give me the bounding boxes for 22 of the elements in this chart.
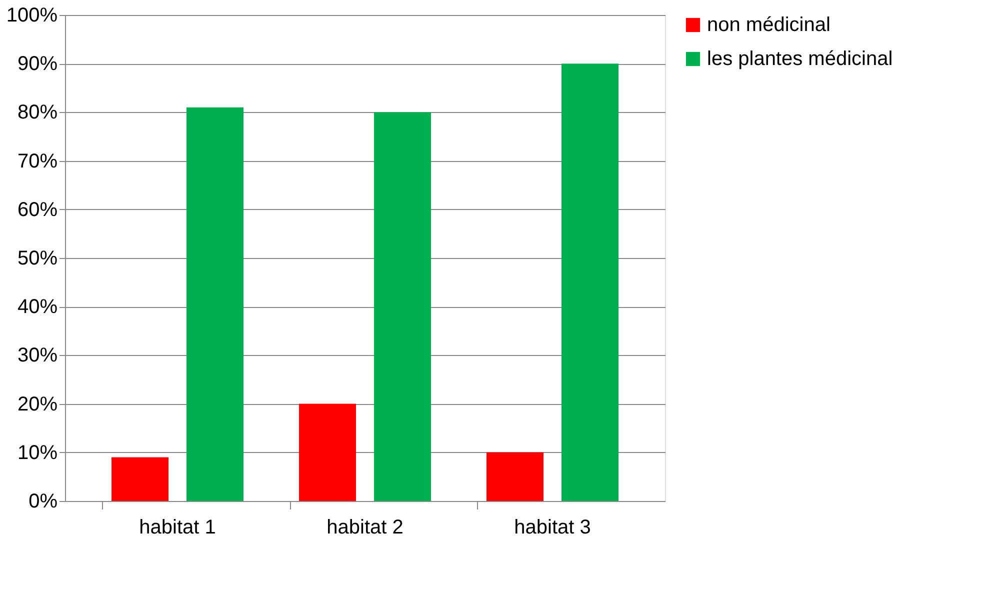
y-tick-label: 30% xyxy=(17,344,58,367)
bar xyxy=(374,112,431,501)
bar xyxy=(562,64,618,501)
y-tick-label: 90% xyxy=(17,53,58,76)
y-tick-label: 40% xyxy=(17,296,58,318)
y-tick-label: 0% xyxy=(28,490,58,512)
y-tick-label: 60% xyxy=(17,198,58,221)
legend-label: les plantes médicinal xyxy=(707,48,893,70)
y-tick-label: 80% xyxy=(17,102,58,124)
y-tick-label: 20% xyxy=(17,393,58,416)
x-tick-label: habitat 2 xyxy=(326,516,404,538)
bar xyxy=(486,452,544,501)
bar xyxy=(112,457,168,501)
y-tick-label: 100% xyxy=(6,4,58,26)
y-tick-label: 70% xyxy=(17,150,58,172)
bar xyxy=(299,404,356,501)
legend-label: non médicinal xyxy=(707,14,830,36)
bar xyxy=(186,107,244,501)
y-tick-label: 50% xyxy=(17,248,58,270)
x-tick-label: habitat 3 xyxy=(514,516,591,538)
y-tick-label: 10% xyxy=(17,442,58,464)
x-tick-label: habitat 1 xyxy=(139,516,216,538)
